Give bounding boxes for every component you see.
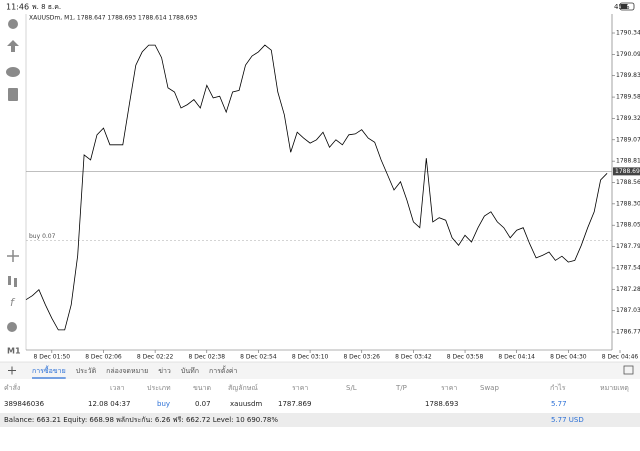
y-tick-label: 1787.285 — [616, 286, 640, 293]
cell: 1788.693 — [425, 400, 458, 408]
x-tick-label: 8 Dec 03:58 — [447, 354, 484, 361]
y-tick-label: 1788.560 — [616, 179, 640, 186]
cell: 5.77 — [551, 400, 567, 408]
y-tick-label: 1787.540 — [616, 264, 640, 271]
x-tick-label: 8 Dec 02:54 — [240, 354, 277, 361]
battery-level — [621, 4, 627, 9]
tabs: การซื้อขาย ประวัติ กล่องจดหมาย ข่าว บันทึก กา… — [32, 364, 238, 379]
x-tick-label: 8 Dec 04:14 — [498, 354, 535, 361]
account-summary: Balance: 663.21 Equity: 668.98 พลักประกั… — [4, 416, 278, 424]
candle-icon[interactable] — [14, 278, 17, 287]
x-tick-label: 8 Dec 02:38 — [189, 354, 226, 361]
col-header: Swap — [480, 384, 499, 392]
add-button[interactable] — [8, 366, 16, 375]
col-header: ขนาด — [193, 384, 211, 392]
x-tick-label: 8 Dec 04:46 — [602, 354, 639, 361]
y-tick-label: 1788.305 — [616, 200, 640, 207]
function-icon[interactable]: f — [10, 296, 16, 309]
col-header: ราคา — [292, 384, 308, 392]
tab[interactable]: ประวัติ — [76, 367, 97, 375]
sidebar: f — [6, 19, 20, 332]
col-header: เวลา — [110, 384, 125, 392]
doc-icon[interactable] — [8, 88, 18, 101]
status-date: พ. 8 ธ.ค. — [32, 3, 61, 11]
total-profit: 5.77 USD — [551, 416, 584, 424]
col-header: ราคา — [441, 384, 457, 392]
y-tick-label: 1787.030 — [616, 307, 640, 314]
y-tick-label: 1786.775 — [616, 328, 640, 335]
tab[interactable]: การซื้อขาย — [32, 364, 66, 375]
cell: 389846036 — [4, 400, 45, 408]
col-header: ประเภท — [147, 384, 171, 392]
tab[interactable]: การตั้งค่า — [209, 364, 238, 375]
table-header: คำสั่ง เวลา ประเภท ขนาด สัญลักษณ์ ราคา S… — [4, 383, 629, 392]
battery-icon — [619, 2, 635, 11]
y-tick-label: 1790.090 — [616, 51, 640, 58]
summary-bar — [0, 413, 640, 427]
x-tick-label: 8 Dec 03:10 — [292, 354, 329, 361]
panel-icon[interactable] — [623, 365, 634, 375]
account-icon[interactable] — [8, 19, 18, 29]
y-tick-label: 1789.580 — [616, 94, 640, 101]
x-tick-label: 8 Dec 03:26 — [343, 354, 380, 361]
y-tick-label: 1790.345 — [616, 30, 640, 37]
trade-icon[interactable] — [7, 40, 19, 52]
timeframe[interactable]: M1 — [7, 347, 21, 356]
col-header: สัญลักษณ์ — [228, 384, 258, 392]
cell: 12.08 04:37 — [88, 400, 130, 408]
x-tick-label: 8 Dec 04:30 — [550, 354, 587, 361]
y-tick-label: 1789.070 — [616, 136, 640, 143]
col-header: T/P — [395, 384, 407, 392]
x-tick-label: 8 Dec 02:22 — [137, 354, 174, 361]
crosshair-icon[interactable] — [7, 250, 19, 262]
y-tick-label: 1788.050 — [616, 222, 640, 229]
status-time: 11:46 — [6, 3, 29, 12]
buy-label: buy 0.07 — [29, 233, 56, 240]
chat-icon[interactable] — [6, 67, 20, 77]
x-tick-label: 8 Dec 02:06 — [85, 354, 122, 361]
current-price-label: 1788.693 — [615, 168, 640, 175]
price-line — [25, 44, 608, 331]
col-header: S/L — [346, 384, 357, 392]
tab[interactable]: กล่องจดหมาย — [106, 367, 148, 375]
chart-title: XAUUSDm, M1, 1788.647 1788.693 1788.614 … — [29, 15, 197, 22]
candle-icon[interactable] — [8, 276, 11, 285]
cell: buy — [157, 400, 170, 408]
x-tick-label: 8 Dec 01:50 — [34, 354, 71, 361]
current-price-box — [613, 167, 640, 176]
tab[interactable]: ข่าว — [158, 367, 171, 375]
x-tick-label: 8 Dec 03:42 — [395, 354, 432, 361]
y-tick-label: 1787.795 — [616, 243, 640, 250]
plot: 1790.345 1790.090 1789.835 1789.580 1789.325… — [25, 30, 640, 361]
table-row[interactable]: 389846036 12.08 04:37 buy 0.07 xauusdm 1… — [4, 400, 567, 408]
cell: 0.07 — [195, 400, 211, 408]
tab[interactable]: บันทึก — [181, 366, 199, 375]
y-tick-label: 1789.325 — [616, 115, 640, 122]
objects-icon[interactable] — [7, 322, 17, 332]
y-tick-label: 1788.815 — [616, 158, 640, 165]
col-header: คำสั่ง — [4, 383, 20, 392]
tab-bar — [0, 362, 640, 379]
y-tick-label: 1789.835 — [616, 72, 640, 79]
cell: 1787.869 — [278, 400, 311, 408]
col-header: กำไร — [550, 383, 566, 392]
cell: xauusdm — [230, 400, 262, 408]
col-header: หมายเหตุ — [600, 384, 629, 392]
